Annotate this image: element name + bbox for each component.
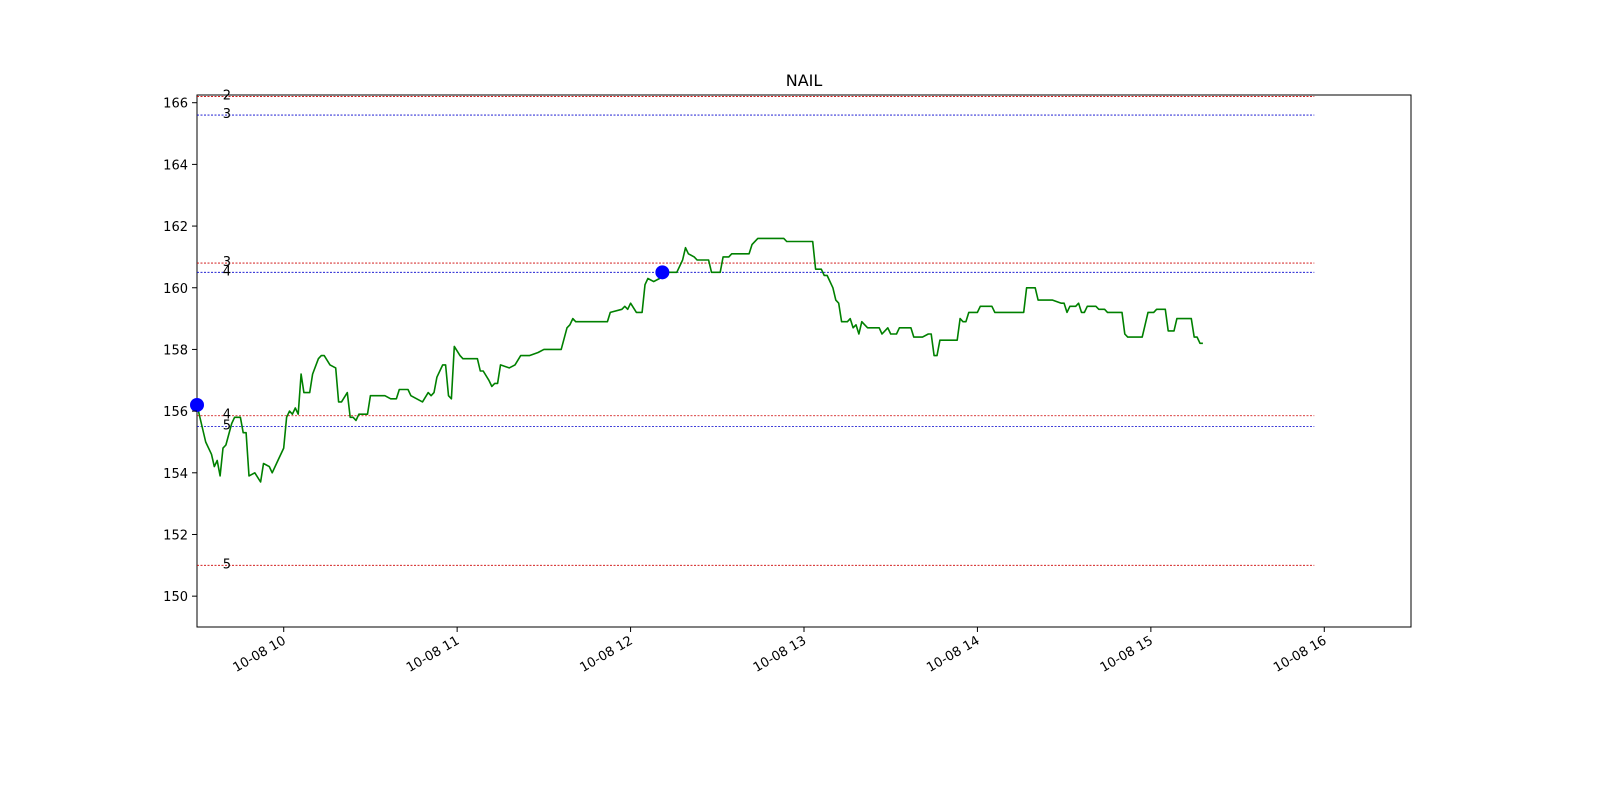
plot-area [196, 94, 1412, 628]
x-tick-label: 10-08 11 [404, 633, 462, 675]
y-tick-label: 150 [163, 590, 188, 605]
y-tick-label: 154 [163, 467, 188, 482]
x-tick-label: 10-08 13 [751, 633, 809, 675]
signal-markers [190, 265, 670, 412]
x-axis: 10-08 10 10-08 11 10-08 12 10-08 13 10-08 14… [231, 627, 1329, 676]
signal-marker [190, 397, 204, 412]
x-tick-label: 10-08 15 [1098, 633, 1156, 675]
x-tick-label: 10-08 14 [924, 633, 982, 675]
y-tick-label: 152 [163, 528, 188, 543]
y-tick-label: 158 [163, 343, 188, 358]
level-label: 3 [223, 107, 231, 122]
x-tick-label: 10-08 12 [577, 633, 635, 675]
x-tick-label: 10-08 16 [1271, 633, 1329, 675]
level-label: 4 [223, 264, 231, 279]
y-tick-label: 164 [163, 158, 188, 173]
y-tick-label: 156 [163, 405, 188, 420]
price-series [196, 237, 1203, 483]
level-label: 4 [223, 408, 231, 423]
level-label: 3 [223, 255, 231, 270]
level-label: 2 [223, 89, 231, 104]
y-tick-label: 160 [163, 282, 188, 297]
y-tick-label: 166 [163, 97, 188, 112]
price-line [196, 237, 1203, 483]
level-label: 5 [223, 557, 231, 572]
signal-marker [655, 265, 670, 280]
y-axis: 150 152 154 156 158 160 162 164 166 [163, 97, 197, 605]
y-tick-label: 162 [163, 220, 188, 235]
x-tick-label: 10-08 10 [231, 633, 289, 675]
chart-title: NAIL [786, 71, 823, 90]
level-label: 5 [223, 419, 231, 434]
